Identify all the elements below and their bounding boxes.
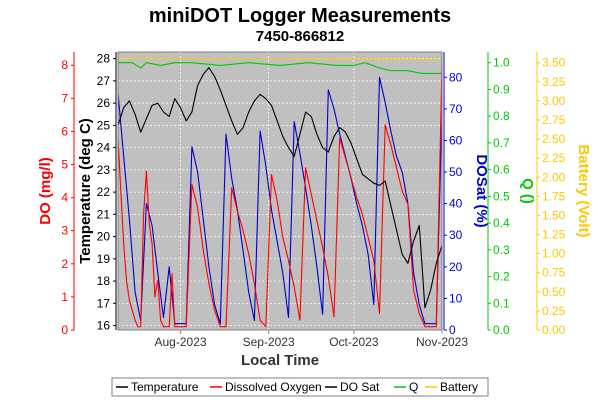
y-tick-label-battery: 0.25 (542, 304, 566, 318)
y-tick-label-battery: 3.00 (542, 94, 566, 108)
y-axis-title-dosat: DOSat (%) (473, 154, 490, 227)
y-tick-label-temp: 16 (97, 319, 111, 333)
y-tick-label-battery: 2.75 (542, 113, 566, 127)
y-tick-label-dosat: 0 (449, 323, 456, 337)
y-tick-label-dosat: 50 (449, 165, 463, 179)
y-tick-label-do: 7 (61, 91, 68, 105)
legend-box (111, 377, 489, 397)
legend-label-dissolved-oxygen: Dissolved Oxygen (225, 380, 322, 394)
x-tick-label: Oct-2023 (329, 335, 379, 349)
y-tick-label-temp: 19 (97, 252, 111, 266)
y-tick-label-do: 0 (61, 323, 68, 337)
y-tick-label-temp: 27 (97, 74, 111, 88)
legend-label-do-sat: DO Sat (340, 380, 380, 394)
y-tick-label-do: 3 (61, 224, 68, 238)
y-tick-label-battery: 2.00 (542, 170, 566, 184)
chart-subtitle: 7450-866812 (256, 28, 344, 45)
y-tick-label-temp: 22 (97, 185, 111, 199)
series-line-temperature (117, 67, 443, 309)
y-tick-label-battery: 0.50 (542, 285, 566, 299)
y-tick-label-q: 0.7 (493, 136, 510, 150)
y-tick-label-battery: 0.00 (542, 323, 566, 337)
y-tick-label-do: 6 (61, 124, 68, 138)
x-tick-label: Aug-2023 (155, 335, 207, 349)
y-tick-label-do: 1 (61, 290, 68, 304)
y-tick-label-battery: 3.25 (542, 75, 566, 89)
plot-layer (117, 51, 443, 331)
axes-layer: Aug-2023 Sep-2023 Oct-2023 Nov-202301234567… (37, 52, 592, 349)
y-tick-label-temp: 25 (97, 118, 111, 132)
legend-label-temperature: Temperature (131, 380, 199, 394)
y-tick-label-temp: 20 (97, 230, 111, 244)
y-tick-label-battery: 3.50 (542, 56, 566, 70)
y-tick-label-do: 5 (61, 158, 68, 172)
legend-label-q: Q (409, 380, 418, 394)
y-tick-label-q: 0.9 (493, 82, 510, 96)
x-tick-label: Nov-2023 (416, 335, 468, 349)
y-tick-label-do: 2 (61, 257, 68, 271)
legend: Temperature Dissolved Oxygen DO Sat Q Batter… (111, 377, 489, 397)
y-tick-label-battery: 2.25 (542, 151, 566, 165)
y-tick-label-temp: 21 (97, 207, 111, 221)
x-tick-label: Sep-2023 (243, 335, 295, 349)
y-tick-label-dosat: 10 (449, 291, 463, 305)
y-tick-label-q: 1.0 (493, 56, 510, 70)
y-axis-title-temp: Temperature (deg C) (77, 118, 94, 264)
y-tick-label-q: 0.0 (493, 323, 510, 337)
x-axis-label: Local Time (241, 352, 319, 369)
series-line-q (118, 62, 442, 74)
y-tick-label-do: 4 (61, 191, 68, 205)
y-tick-label-temp: 28 (97, 52, 111, 66)
y-tick-label-battery: 1.50 (542, 208, 566, 222)
y-tick-label-dosat: 40 (449, 197, 463, 211)
y-tick-label-temp: 18 (97, 274, 111, 288)
y-tick-label-q: 0.1 (493, 296, 510, 310)
y-tick-label-dosat: 20 (449, 260, 463, 274)
y-tick-label-temp: 23 (97, 163, 111, 177)
chart-title: miniDOT Logger Measurements (149, 5, 451, 27)
y-tick-label-do: 8 (61, 58, 68, 72)
legend-label-battery: Battery (440, 380, 478, 394)
y-tick-label-q: 0.2 (493, 270, 510, 284)
y-axis-title-do: DO (mg/l) (37, 157, 54, 225)
y-tick-label-q: 0.3 (493, 243, 510, 257)
y-tick-label-battery: 1.00 (542, 247, 566, 261)
y-tick-label-q: 0.6 (493, 163, 510, 177)
y-axis-title-battery: Battery (Volt) (575, 144, 592, 237)
y-tick-label-q: 0.5 (493, 189, 510, 203)
y-tick-label-temp: 26 (97, 96, 111, 110)
y-tick-label-battery: 2.50 (542, 132, 566, 146)
y-axis-title-q: Q () (519, 178, 536, 204)
y-tick-label-temp: 17 (97, 296, 111, 310)
y-tick-label-battery: 1.75 (542, 189, 566, 203)
series-line-battery (117, 57, 443, 61)
y-tick-label-q: 0.8 (493, 109, 510, 123)
y-tick-label-q: 0.4 (493, 216, 510, 230)
y-tick-label-dosat: 80 (449, 70, 463, 84)
y-tick-label-battery: 0.75 (542, 266, 566, 280)
y-tick-label-dosat: 70 (449, 102, 463, 116)
y-tick-label-dosat: 30 (449, 228, 463, 242)
y-tick-label-temp: 24 (97, 141, 111, 155)
series-line-do-sat (117, 76, 443, 325)
plot-border (117, 51, 443, 331)
y-tick-label-battery: 1.25 (542, 228, 566, 242)
y-tick-label-dosat: 60 (449, 133, 463, 147)
series-line-dissolved-oxygen (117, 65, 443, 328)
